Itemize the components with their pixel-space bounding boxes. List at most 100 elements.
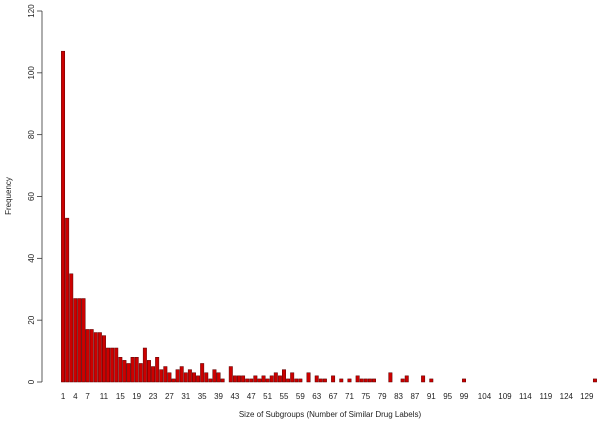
x-tick-label: 79 <box>378 392 387 401</box>
x-tick-label: 91 <box>427 392 436 401</box>
bar <box>261 375 266 383</box>
bar <box>65 217 70 383</box>
y-tick-label: 100 <box>27 66 36 80</box>
x-tick-label: 23 <box>149 392 158 401</box>
x-tick-label: 1 <box>61 392 66 401</box>
bar <box>73 298 78 383</box>
bar <box>130 357 135 383</box>
y-tick-label: 60 <box>27 192 36 201</box>
bar <box>249 378 254 383</box>
bar <box>97 332 102 383</box>
x-tick-label: 59 <box>296 392 305 401</box>
x-tick-label: 119 <box>539 392 552 401</box>
bar <box>77 298 82 383</box>
bar <box>363 378 368 383</box>
bar <box>232 375 237 383</box>
x-tick-label: 63 <box>312 392 321 401</box>
x-tick-label: 75 <box>361 392 370 401</box>
x-tick-label: 55 <box>280 392 289 401</box>
bar <box>200 363 205 383</box>
x-tick-label: 95 <box>443 392 452 401</box>
bar <box>208 378 213 383</box>
bar <box>167 372 172 383</box>
bar <box>85 329 90 383</box>
bar <box>237 375 241 383</box>
bar <box>400 378 405 383</box>
bar <box>367 378 372 383</box>
bar <box>212 369 217 383</box>
bar <box>241 375 246 383</box>
bar <box>294 378 299 383</box>
bar <box>273 372 278 383</box>
bar <box>192 372 196 383</box>
x-tick-label: 19 <box>132 392 141 401</box>
y-tick-label: 120 <box>27 4 36 18</box>
x-tick-label: 114 <box>519 392 532 401</box>
bar <box>290 372 295 383</box>
bar <box>93 332 98 383</box>
bar <box>126 363 131 383</box>
x-tick-label: 7 <box>85 392 90 401</box>
bar <box>298 378 303 383</box>
x-tick-label: 51 <box>263 392 272 401</box>
bar <box>142 347 147 383</box>
bar <box>61 50 66 383</box>
bar <box>159 369 164 383</box>
bar <box>462 378 466 383</box>
y-tick-label: 0 <box>27 379 36 384</box>
bar <box>355 375 360 383</box>
x-tick-label: 4 <box>73 392 78 401</box>
bar <box>216 372 221 383</box>
bar <box>331 375 336 383</box>
bar <box>269 375 274 383</box>
bar <box>175 369 180 383</box>
x-tick-label: 104 <box>478 392 492 401</box>
bar <box>138 363 143 383</box>
y-tick-label: 20 <box>27 315 36 324</box>
bar <box>220 378 225 383</box>
bar <box>404 375 409 383</box>
y-axis-label: Frequency <box>4 177 13 215</box>
bar <box>196 375 201 383</box>
x-tick-label: 35 <box>198 392 207 401</box>
bar <box>306 372 311 383</box>
bar <box>277 375 282 383</box>
bar <box>118 357 123 383</box>
bar <box>318 378 323 383</box>
x-tick-label: 27 <box>165 392 174 401</box>
bar <box>147 360 151 383</box>
bar <box>265 378 270 383</box>
bar <box>89 329 94 383</box>
x-tick-label: 43 <box>230 392 239 401</box>
bar <box>183 372 188 383</box>
x-tick-label: 109 <box>498 392 512 401</box>
bar <box>155 357 160 383</box>
x-axis-label: Size of Subgroups (Number of Similar Dru… <box>239 410 422 419</box>
x-tick-label: 47 <box>247 392 256 401</box>
bar <box>359 378 364 383</box>
bar <box>592 378 597 383</box>
bar <box>282 369 286 383</box>
x-tick-label: 99 <box>460 392 469 401</box>
bar <box>151 366 156 383</box>
x-tick-label: 39 <box>214 392 223 401</box>
bar <box>421 375 426 383</box>
bar <box>163 366 168 383</box>
bar <box>179 366 184 383</box>
bar <box>228 366 233 383</box>
bar <box>245 378 250 383</box>
bar <box>81 298 86 383</box>
bar <box>347 378 352 383</box>
bar <box>372 378 376 383</box>
bar <box>286 378 291 383</box>
bar <box>388 372 393 383</box>
bar <box>110 347 115 383</box>
bar <box>114 347 119 383</box>
bar <box>171 378 176 383</box>
x-tick-label: 87 <box>410 392 419 401</box>
bar <box>134 357 139 383</box>
bar <box>314 375 319 383</box>
y-tick-label: 40 <box>27 253 36 262</box>
